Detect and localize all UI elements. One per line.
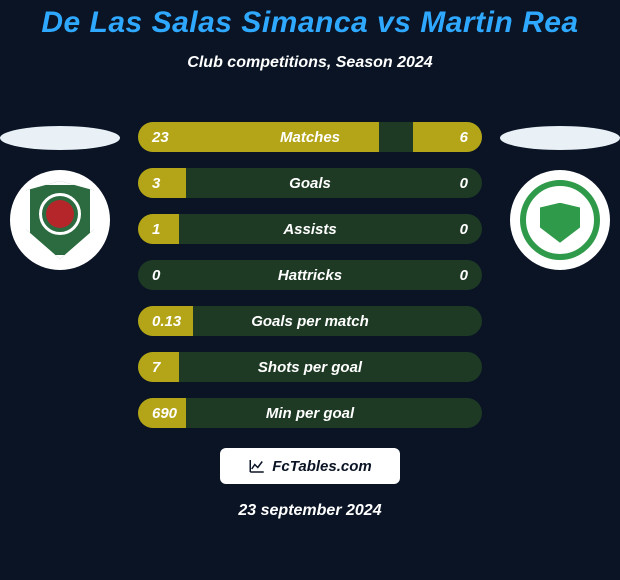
deportivo-cali-logo [520, 180, 600, 260]
patriotas-logo [26, 181, 94, 259]
stat-row: 1Assists0 [138, 214, 482, 244]
stat-row: 0.13Goals per match [138, 306, 482, 336]
stat-value-right: 0 [460, 214, 468, 244]
stat-value-right: 6 [460, 122, 468, 152]
stat-label: Goals [138, 168, 482, 198]
stat-bars: 23Matches63Goals01Assists00Hattricks00.1… [138, 122, 482, 444]
team-left-badge [10, 170, 110, 270]
player-left-shadow [0, 126, 120, 150]
comparison-card: De Las Salas Simanca vs Martin Rea Club … [0, 0, 620, 580]
stat-row: 7Shots per goal [138, 352, 482, 382]
stat-label: Hattricks [138, 260, 482, 290]
stat-label: Min per goal [138, 398, 482, 428]
stat-row: 690Min per goal [138, 398, 482, 428]
stat-label: Assists [138, 214, 482, 244]
source-label: FcTables.com [272, 458, 371, 475]
date-label: 23 september 2024 [0, 502, 620, 520]
page-subtitle: Club competitions, Season 2024 [0, 54, 620, 72]
team-right-badge [510, 170, 610, 270]
stat-value-right: 0 [460, 168, 468, 198]
page-title: De Las Salas Simanca vs Martin Rea [0, 0, 620, 40]
stat-row: 0Hattricks0 [138, 260, 482, 290]
stat-label: Shots per goal [138, 352, 482, 382]
source-badge[interactable]: FcTables.com [220, 448, 400, 484]
chart-icon [248, 457, 266, 475]
stat-row: 3Goals0 [138, 168, 482, 198]
stat-label: Goals per match [138, 306, 482, 336]
stat-label: Matches [138, 122, 482, 152]
player-right-shadow [500, 126, 620, 150]
stat-value-right: 0 [460, 260, 468, 290]
stat-row: 23Matches6 [138, 122, 482, 152]
